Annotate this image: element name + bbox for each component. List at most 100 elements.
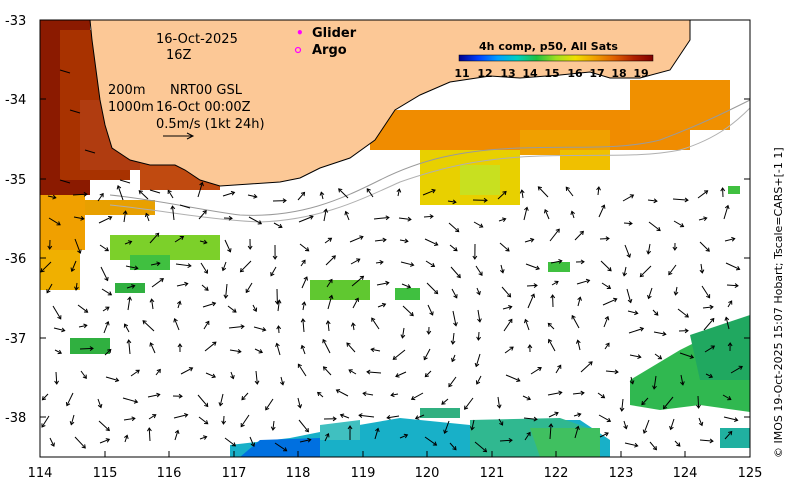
- sst-field-southeast: [630, 315, 750, 448]
- colorbar-tick: 17: [589, 67, 604, 80]
- current-arrow: [698, 417, 703, 426]
- current-arrow-head: [149, 298, 155, 303]
- current-arrow-head: [456, 273, 461, 279]
- current-arrow-head: [105, 320, 110, 326]
- current-arrow-head: [131, 284, 136, 289]
- current-arrow-head: [307, 437, 312, 443]
- current-arrow: [302, 302, 305, 311]
- colorbar-tick: 12: [477, 67, 492, 80]
- current-arrow: [171, 206, 175, 221]
- current-arrow-head: [537, 366, 542, 372]
- current-arrow: [668, 264, 677, 275]
- current-arrow-head: [443, 429, 448, 435]
- current-arrow-head: [152, 414, 157, 419]
- current-arrow-head: [472, 255, 478, 260]
- current-arrow-head: [126, 339, 132, 344]
- current-arrow-head: [629, 380, 635, 385]
- current-arrow: [548, 412, 559, 418]
- current-arrow-head: [519, 189, 525, 194]
- current-arrow: [323, 209, 327, 222]
- current-arrow: [125, 265, 138, 269]
- x-tick-label: 124: [673, 466, 698, 481]
- current-arrow: [672, 198, 688, 201]
- current-arrow: [624, 442, 638, 447]
- current-arrow: [48, 217, 61, 226]
- current-arrow-head: [662, 404, 668, 410]
- current-arrow: [124, 241, 132, 245]
- current-arrow: [222, 261, 227, 271]
- current-arrow: [371, 317, 380, 330]
- current-arrow: [525, 263, 540, 270]
- current-arrow: [145, 213, 150, 222]
- current-arrow: [46, 283, 53, 293]
- current-arrow-head: [508, 318, 513, 323]
- current-arrow-head: [227, 248, 232, 253]
- current-arrow: [147, 394, 160, 398]
- current-arrow-head: [476, 336, 482, 341]
- current-arrow-head: [396, 188, 402, 193]
- current-arrow: [547, 323, 555, 330]
- current-arrow-head: [69, 421, 75, 426]
- current-arrow-head: [328, 278, 333, 284]
- current-arrow: [599, 432, 609, 438]
- current-arrow: [77, 304, 88, 313]
- current-arrow-head: [607, 267, 612, 272]
- current-arrow: [302, 319, 305, 333]
- current-arrow: [723, 205, 729, 220]
- x-tick-label: 114: [28, 466, 53, 481]
- current-arrow-head: [596, 186, 601, 191]
- current-arrow-head: [167, 189, 172, 194]
- current-arrow-head: [54, 380, 60, 385]
- current-arrow: [527, 294, 535, 309]
- current-arrow-head: [410, 395, 416, 401]
- current-arrow: [643, 419, 650, 434]
- current-arrow: [464, 397, 474, 410]
- current-arrow: [327, 321, 330, 332]
- current-arrow-head: [359, 235, 364, 240]
- current-arrow: [151, 299, 154, 310]
- current-arrow: [647, 199, 657, 202]
- current-arrow-head: [274, 300, 280, 305]
- current-arrow-head: [657, 355, 663, 360]
- current-arrow: [219, 393, 224, 406]
- current-arrow-head: [57, 349, 63, 355]
- current-arrow-head: [279, 381, 285, 386]
- current-arrow-head: [637, 354, 642, 360]
- current-arrow-head: [184, 412, 189, 418]
- current-arrow: [530, 367, 542, 375]
- current-arrow-head: [431, 188, 436, 194]
- glider-marker-icon: •: [296, 26, 304, 40]
- current-arrow: [227, 305, 237, 313]
- current-arrow-head: [533, 283, 538, 288]
- current-arrow: [628, 327, 644, 334]
- current-arrow-head: [550, 294, 556, 299]
- current-arrow-head: [698, 421, 704, 427]
- current-arrow-head: [696, 404, 701, 409]
- current-arrow: [537, 186, 549, 198]
- current-arrow: [653, 375, 657, 389]
- current-arrow: [447, 200, 456, 203]
- current-arrow-head: [127, 296, 132, 301]
- current-arrow: [202, 302, 216, 308]
- current-arrow-head: [184, 281, 189, 287]
- current-arrow: [254, 348, 263, 353]
- current-arrow-head: [735, 266, 741, 271]
- current-arrow-head: [676, 442, 681, 447]
- current-arrow-head: [526, 431, 531, 437]
- current-arrow-head: [300, 191, 306, 197]
- current-arrow-head: [571, 314, 576, 320]
- current-arrow-head: [614, 369, 619, 375]
- current-arrow-head: [221, 420, 227, 425]
- current-arrow: [444, 420, 450, 434]
- current-arrow-head: [247, 245, 253, 250]
- current-arrow: [604, 342, 610, 350]
- current-arrow: [603, 316, 609, 328]
- current-arrow: [449, 442, 457, 451]
- current-arrow: [173, 414, 188, 419]
- current-arrow-head: [317, 391, 322, 397]
- current-arrow-head: [297, 363, 302, 368]
- bathymetry-200m: [109, 99, 751, 216]
- current-arrow-head: [74, 286, 79, 291]
- current-arrow-head: [434, 241, 439, 246]
- current-arrow: [277, 300, 280, 312]
